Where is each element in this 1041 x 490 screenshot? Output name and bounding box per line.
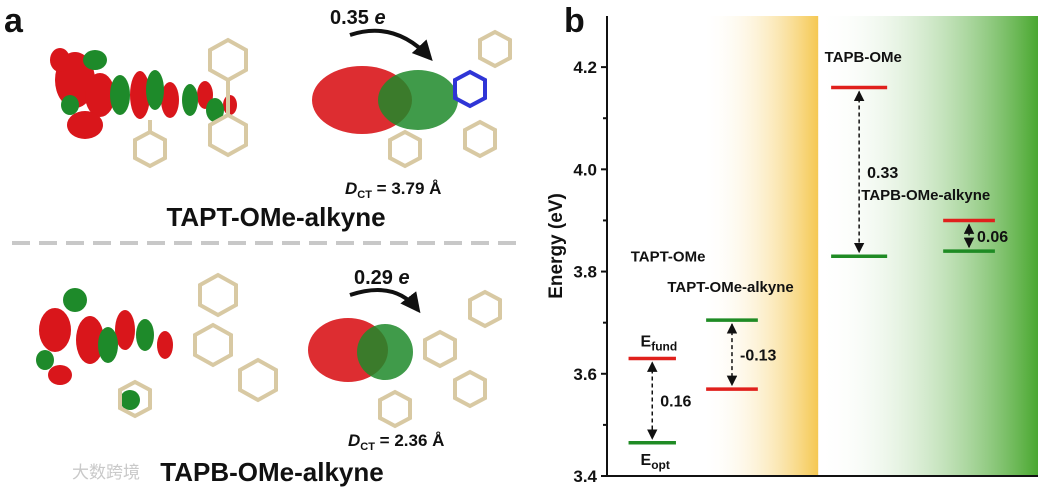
- gap-value-3: 0.06: [977, 229, 1008, 246]
- opt-label-0: Eopt: [641, 452, 670, 472]
- top-molecule-name: TAPT-OMe-alkyne: [166, 202, 385, 232]
- panel-b: b 3.4 3.6 3.8 4.0 4.2 Energy (eV) 0.16 TAPT-OMe…: [546, 2, 1038, 486]
- y-tick-label-4: 4.2: [573, 58, 597, 77]
- watermark: 大数跨境: [72, 463, 140, 482]
- top-ct-schematic: 0.35 e DCT = 3.79 Å: [312, 7, 512, 201]
- y-tick-label-1: 3.6: [573, 365, 597, 384]
- background-band-0: [701, 16, 819, 476]
- molecule-name-0: TAPT-OMe: [631, 248, 706, 265]
- y-tick-label-2: 3.8: [573, 263, 597, 282]
- bottom-orbital-molecule: [36, 272, 278, 419]
- panel-a: a 0.35 e: [4, 2, 520, 487]
- bottom-dct-label: DCT = 2.36 Å: [348, 431, 444, 453]
- molecule-name-1: TAPT-OMe-alkyne: [667, 279, 793, 296]
- fund-label-0: Efund: [641, 333, 678, 353]
- gap-value-0: 0.16: [660, 394, 691, 411]
- background-band-1: [818, 16, 1038, 476]
- y-tick-label-3: 4.0: [573, 160, 597, 179]
- y-tick-label-0: 3.4: [573, 467, 597, 486]
- molecule-name-2: TAPB-OMe: [825, 49, 902, 66]
- bottom-ct-schematic: 0.29 e DCT = 2.36 Å: [308, 267, 502, 453]
- bottom-charge-label: 0.29 e: [354, 267, 410, 289]
- top-orbital-molecule: [50, 37, 248, 169]
- y-axis-label: Energy (eV): [546, 193, 567, 299]
- top-dct-label: DCT = 3.79 Å: [345, 179, 441, 201]
- top-ct-arrow: [349, 28, 433, 61]
- gap-value-1: -0.13: [740, 348, 777, 365]
- bottom-molecule-name: TAPB-OMe-alkyne: [160, 457, 383, 487]
- panel-b-letter: b: [564, 2, 585, 40]
- top-charge-label: 0.35 e: [330, 7, 386, 29]
- bottom-acceptor-ellipse: [357, 324, 413, 380]
- energy-diagram: 3.4 3.6 3.8 4.0 4.2 Energy (eV) 0.16 TAPT-OMe Ef…: [546, 16, 1038, 486]
- bottom-ct-arrow: [349, 288, 421, 314]
- gap-value-2: 0.33: [867, 165, 898, 182]
- panel-a-letter: a: [4, 2, 24, 40]
- top-acceptor-ellipse: [378, 70, 458, 130]
- molecule-name-3: TAPB-OMe-alkyne: [861, 187, 990, 204]
